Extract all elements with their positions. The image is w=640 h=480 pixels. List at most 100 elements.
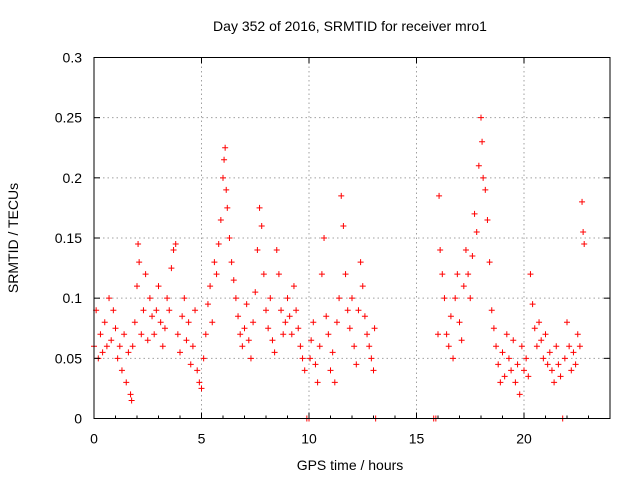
y-tick-label: 0.1 — [63, 290, 83, 306]
data-point — [557, 373, 564, 380]
data-point — [353, 361, 360, 368]
data-point — [301, 367, 308, 374]
data-point — [97, 331, 104, 338]
data-point — [293, 307, 300, 314]
data-point — [252, 289, 259, 296]
data-point — [235, 313, 242, 320]
data-point — [359, 283, 366, 290]
data-point — [204, 301, 211, 308]
x-tick-label: 5 — [198, 431, 206, 447]
data-point — [241, 325, 248, 332]
data-point — [140, 307, 147, 314]
data-point — [222, 144, 229, 151]
data-point — [478, 114, 484, 121]
data-point — [527, 271, 534, 278]
data-point — [155, 283, 162, 290]
data-point — [290, 283, 297, 290]
data-point — [351, 343, 358, 350]
data-point — [469, 253, 476, 260]
data-point — [447, 313, 454, 320]
data-point — [480, 174, 487, 181]
data-point — [125, 349, 132, 356]
data-point — [157, 319, 164, 326]
data-point — [452, 295, 459, 302]
data-point — [342, 271, 349, 278]
data-point — [574, 331, 581, 338]
data-point — [308, 337, 315, 344]
data-point — [213, 271, 220, 278]
data-point — [232, 295, 239, 302]
data-point — [462, 247, 469, 254]
data-point — [116, 343, 123, 350]
data-point — [254, 247, 261, 254]
data-point — [275, 271, 282, 278]
x-tick-label: 15 — [409, 431, 425, 447]
y-tick-label: 0.05 — [55, 350, 82, 366]
data-point — [280, 331, 287, 338]
data-point — [441, 295, 448, 302]
data-point — [224, 204, 231, 211]
data-point — [553, 343, 560, 350]
data-point — [207, 283, 214, 290]
data-point — [198, 385, 205, 392]
data-point — [349, 295, 355, 302]
data-point — [106, 295, 113, 302]
data-point — [484, 216, 491, 223]
data-point — [228, 259, 235, 266]
data-point — [371, 325, 378, 332]
data-point — [467, 295, 474, 302]
data-point — [177, 349, 183, 356]
data-point — [450, 355, 457, 362]
data-point — [159, 343, 166, 350]
data-point — [194, 367, 201, 374]
data-point — [299, 355, 306, 362]
data-point — [364, 331, 371, 338]
data-point — [179, 313, 186, 320]
data-point — [503, 331, 510, 338]
data-point — [196, 379, 203, 386]
y-tick-label: 0 — [74, 411, 82, 427]
data-point — [200, 355, 207, 362]
data-point — [295, 325, 302, 332]
data-point — [495, 361, 502, 368]
data-point — [346, 325, 353, 332]
data-point — [172, 241, 179, 248]
data-point — [443, 331, 450, 338]
data-point — [566, 343, 573, 350]
data-point — [297, 343, 304, 350]
data-point — [245, 337, 252, 344]
data-point — [247, 355, 254, 362]
y-tick-label: 0.15 — [55, 230, 82, 246]
data-point — [223, 186, 230, 193]
data-point — [475, 162, 482, 169]
data-point — [112, 325, 119, 332]
data-point — [336, 295, 343, 302]
data-point — [101, 319, 108, 326]
data-point — [153, 307, 160, 314]
data-point — [516, 391, 523, 398]
data-point — [572, 361, 579, 368]
data-point — [486, 259, 493, 266]
data-point — [131, 319, 138, 326]
data-point — [284, 295, 291, 302]
data-point — [215, 241, 222, 248]
data-point — [185, 319, 192, 326]
data-point — [514, 361, 521, 368]
data-point — [221, 156, 228, 163]
data-point — [271, 349, 278, 356]
data-point — [454, 271, 461, 278]
data-point — [258, 222, 265, 229]
y-tick-label: 0.3 — [63, 50, 83, 66]
data-point — [357, 259, 364, 266]
data-point — [531, 325, 538, 332]
data-point — [525, 373, 532, 380]
data-point — [230, 277, 237, 284]
grid-layer — [94, 57, 610, 419]
data-point — [265, 325, 272, 332]
data-point — [533, 343, 540, 350]
data-point — [135, 241, 142, 248]
x-axis-label: GPS time / hours — [297, 457, 404, 473]
data-point — [482, 186, 489, 193]
data-point — [260, 271, 267, 278]
